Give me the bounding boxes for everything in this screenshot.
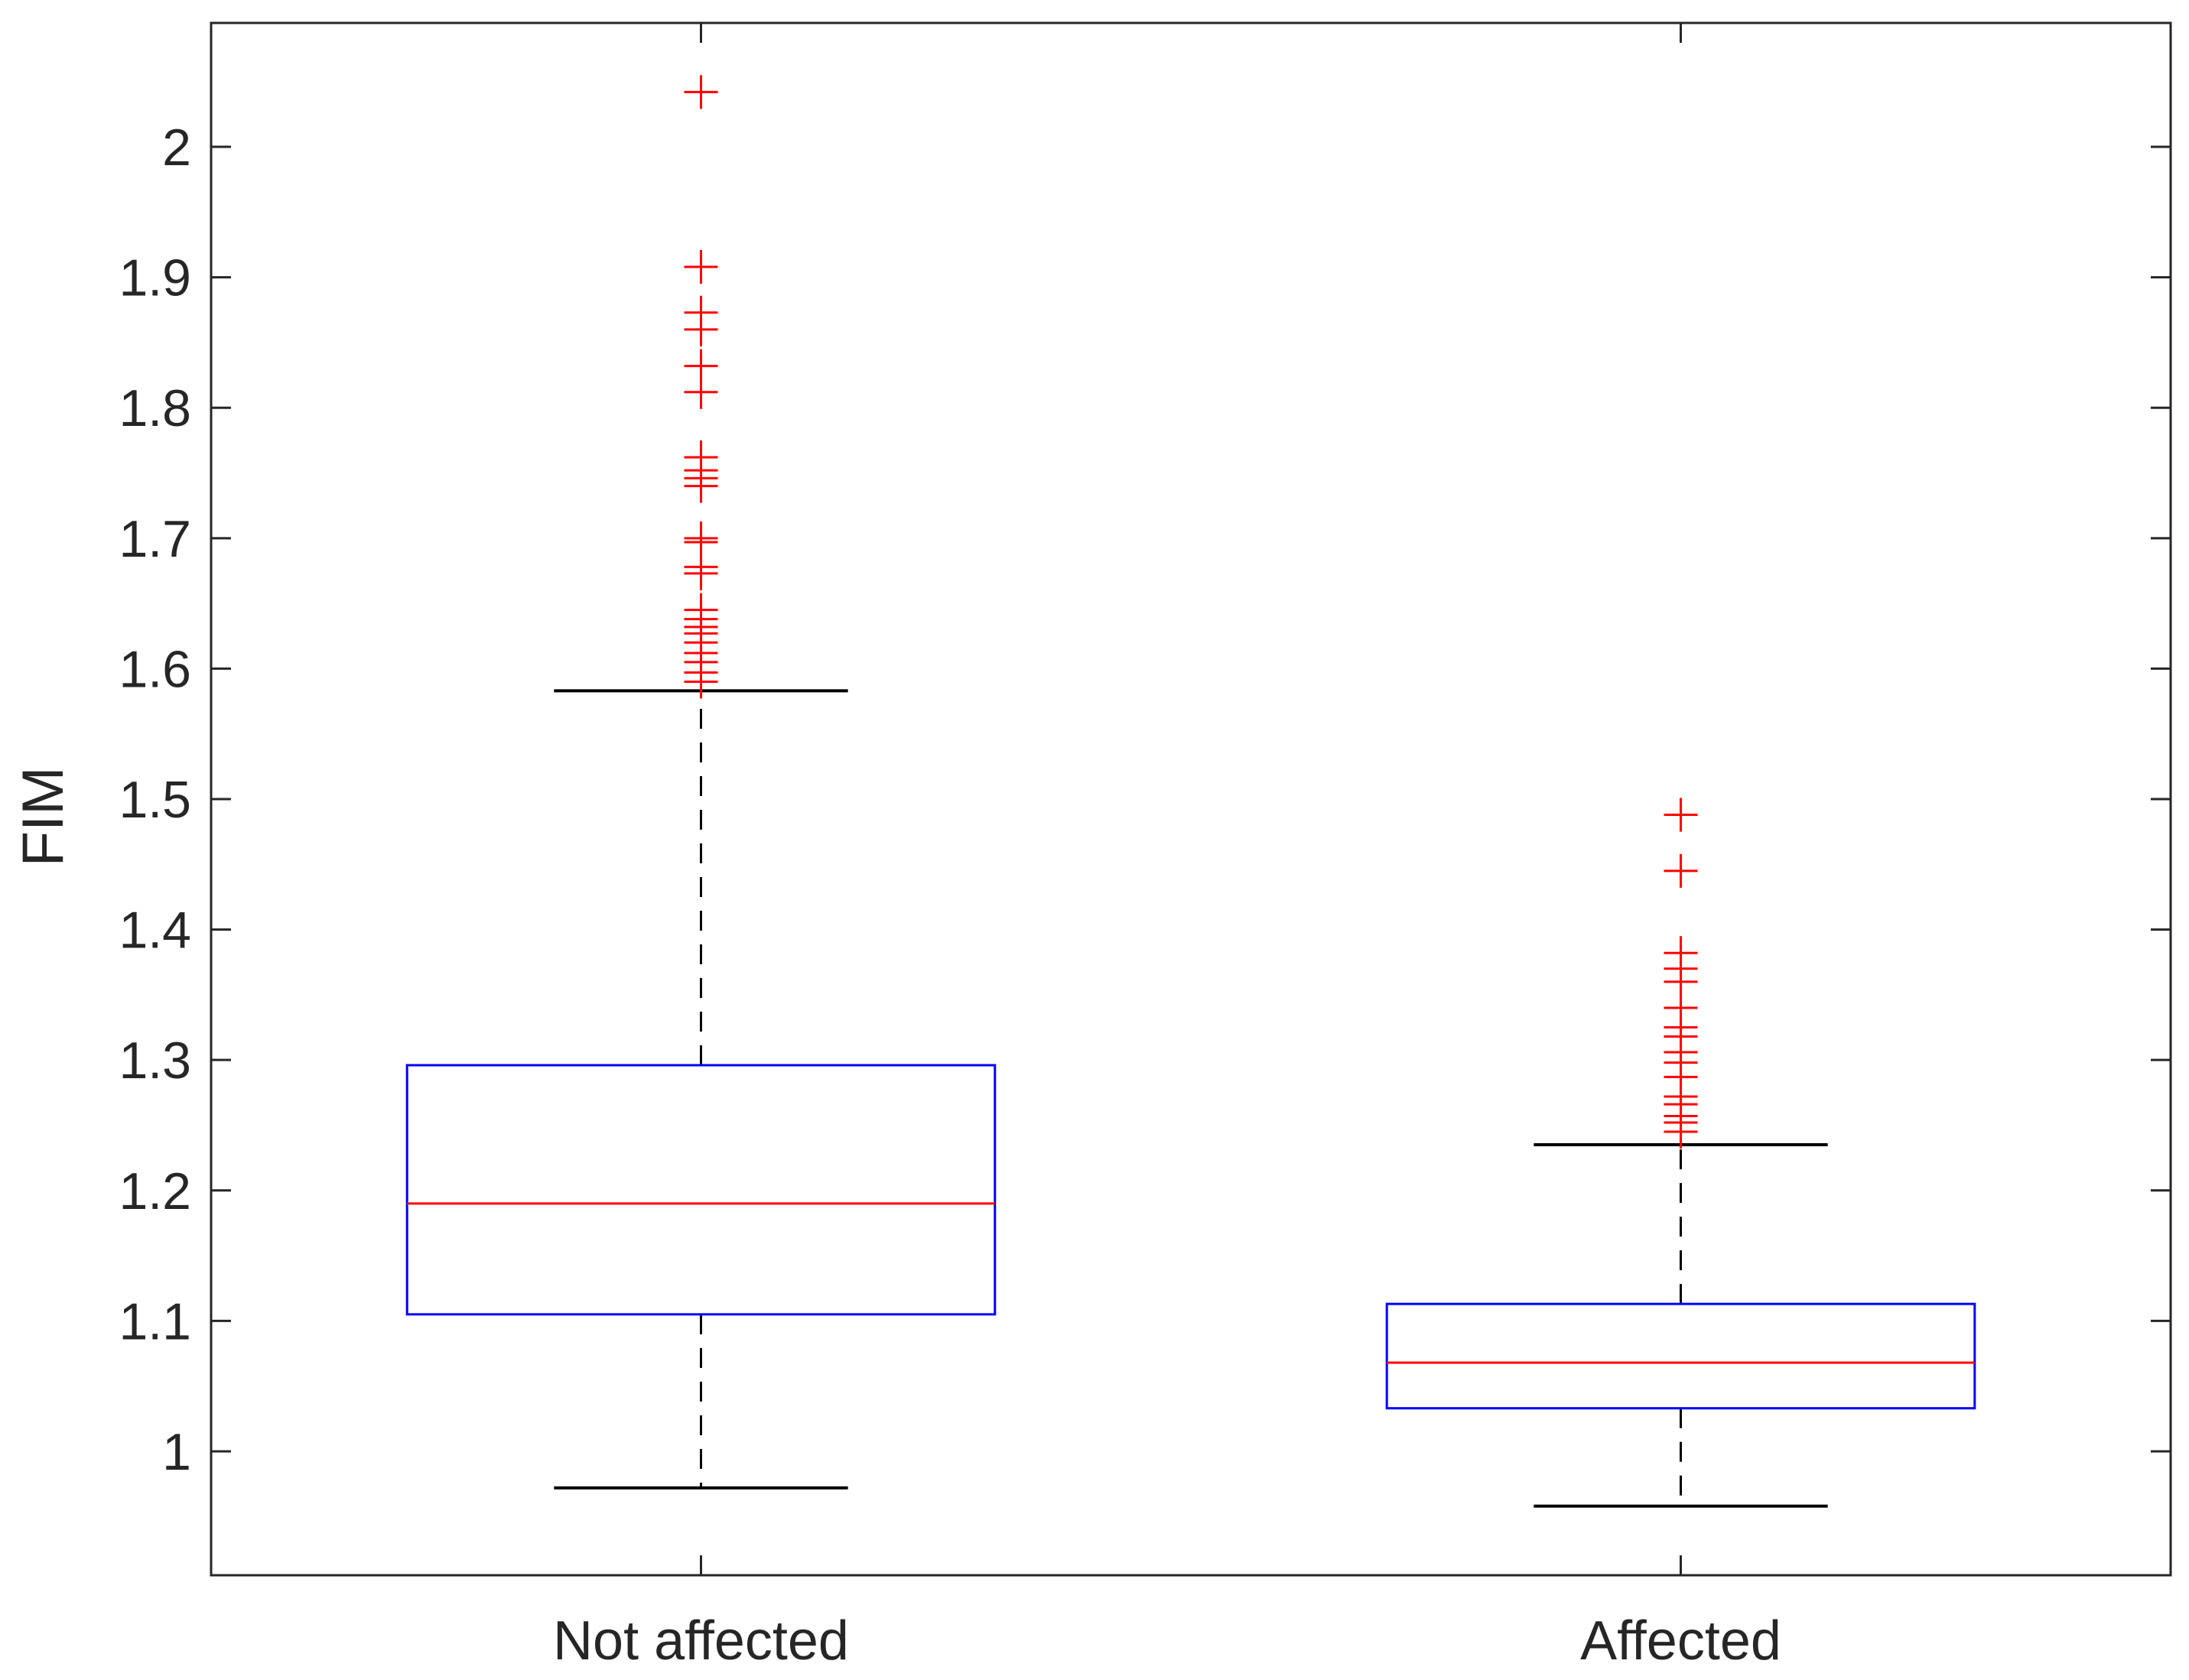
box-iqr xyxy=(405,1064,997,1316)
y-tick-label: 2 xyxy=(162,119,191,177)
y-tick-label: 1.4 xyxy=(119,902,191,960)
x-tick-label: Not affected xyxy=(553,1610,849,1672)
box-group xyxy=(1385,798,1976,1508)
outlier-marker xyxy=(1664,1115,1698,1149)
outlier-marker xyxy=(1664,853,1698,888)
x-tick-label: Affected xyxy=(1580,1610,1781,1672)
y-tick-label: 1.3 xyxy=(119,1032,191,1090)
outlier-marker xyxy=(684,250,718,284)
y-tick-label: 1.2 xyxy=(119,1162,191,1220)
y-tick-label: 1.8 xyxy=(119,379,191,437)
y-axis-label: FIM xyxy=(11,767,76,867)
box-group xyxy=(405,75,997,1490)
y-tick-label: 1.9 xyxy=(119,249,191,307)
y-tick-label: 1.1 xyxy=(119,1292,191,1350)
y-axis: 1 1.1 1.2 1.3 1.4 1.5 1.6 1.7 1.8 1.9 2 xyxy=(119,119,2171,1481)
plot-marks xyxy=(405,75,1976,1508)
outlier-marker xyxy=(684,556,718,590)
y-tick-label: 1.7 xyxy=(119,510,191,568)
outlier-marker xyxy=(684,312,718,346)
x-axis: Not affected Affected xyxy=(553,23,1781,1672)
y-tick-label: 1.5 xyxy=(119,771,191,829)
outlier-marker xyxy=(684,375,718,409)
outlier-marker xyxy=(684,75,718,109)
box-iqr xyxy=(1385,1302,1976,1410)
outlier-marker xyxy=(684,469,718,503)
outlier-marker xyxy=(684,665,718,699)
outlier-marker xyxy=(1664,798,1698,832)
y-tick-label: 1.6 xyxy=(119,640,191,698)
y-tick-label: 1 xyxy=(162,1423,191,1481)
